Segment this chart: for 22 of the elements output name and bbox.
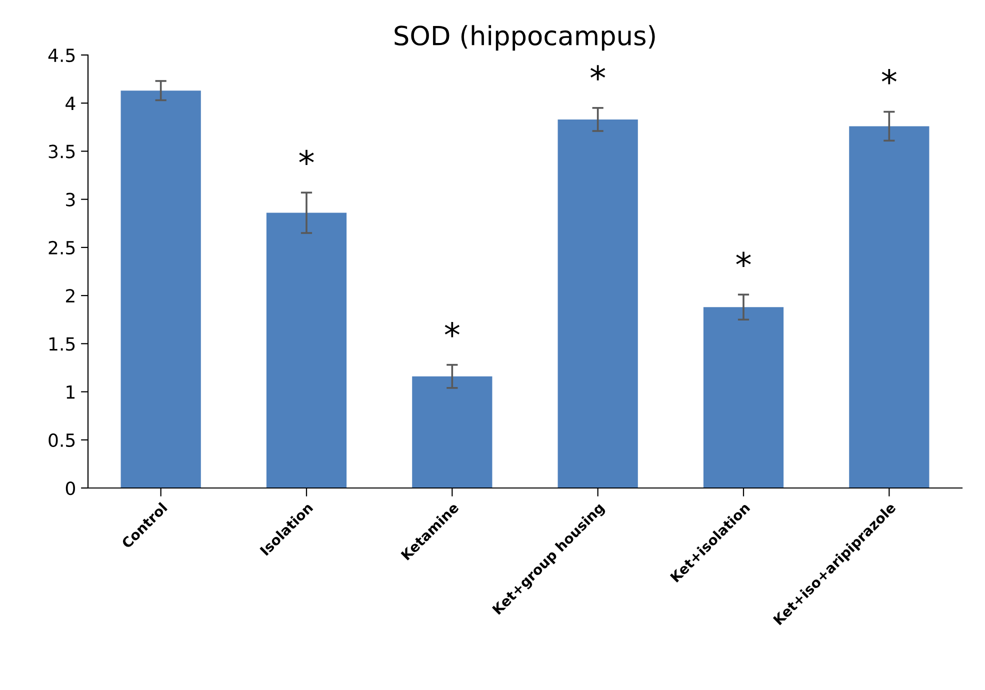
annotation: * [299,150,314,166]
y-tick-label: 3.5 [48,144,75,158]
y-tick-label: 2 [66,289,74,302]
bar [849,126,930,488]
bar [120,90,201,488]
y-tick-label: 3 [66,192,75,206]
chart-title: SOD (hippocampus) [394,25,655,51]
bar [558,119,638,488]
bar [703,307,784,488]
y-tick-label: 0.5 [48,433,75,448]
y-tick-label: 4 [66,96,76,110]
bar [412,376,492,488]
annotation: * [590,65,606,80]
annotation: * [736,252,751,268]
y-tick-label: 1.5 [49,337,75,351]
bar [266,212,347,488]
y-tick-label: 4.5 [48,48,75,62]
y-tick-label: 0 [66,481,75,496]
y-tick-label: 1 [66,385,75,399]
annotation: * [444,322,460,338]
y-tick-label: 2.5 [48,240,75,255]
annotation: * [882,68,897,84]
